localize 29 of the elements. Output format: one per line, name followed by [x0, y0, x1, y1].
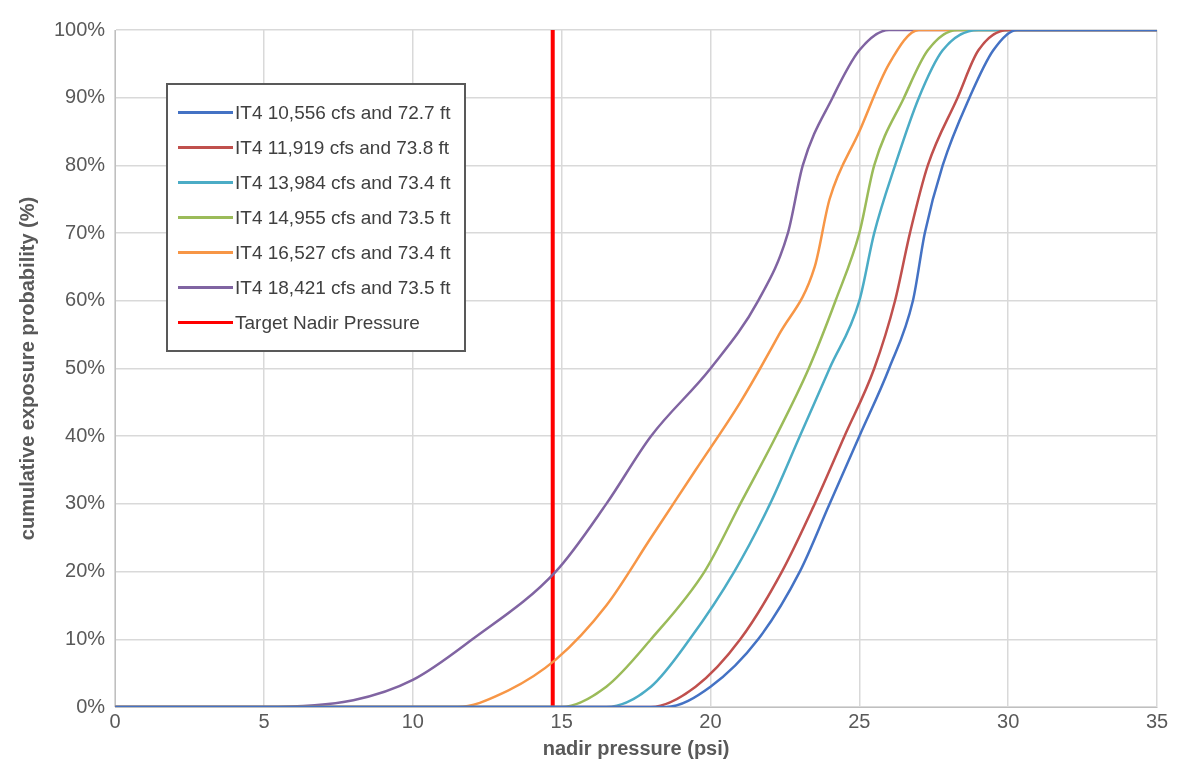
- y-tick-label: 100%: [54, 17, 106, 40]
- x-tick-label: 20: [699, 709, 722, 732]
- x-tick-label: 0: [109, 709, 121, 732]
- legend-label: IT4 14,955 cfs and 73.5 ft: [235, 206, 451, 229]
- legend-label: IT4 13,984 cfs and 73.4 ft: [235, 171, 451, 194]
- y-tick-label: 70%: [65, 220, 106, 243]
- x-tick-label: 5: [258, 709, 270, 732]
- x-tick-label: 15: [550, 709, 573, 732]
- y-axis-title: cumulative exposure probability (%): [15, 196, 38, 541]
- x-tick-label: 30: [997, 709, 1020, 732]
- y-tick-label: 40%: [65, 423, 106, 446]
- y-tick-label: 0%: [76, 694, 106, 717]
- line-series: [115, 30, 1157, 707]
- y-tick-label: 30%: [65, 491, 106, 514]
- legend-label: IT4 10,556 cfs and 72.7 ft: [235, 101, 451, 124]
- y-tick-label: 90%: [65, 85, 106, 108]
- y-tick-label: 10%: [65, 626, 106, 649]
- x-axis-title: nadir pressure (psi): [542, 736, 730, 759]
- y-tick-label: 60%: [65, 288, 106, 311]
- legend-label: IT4 11,919 cfs and 73.8 ft: [235, 136, 450, 159]
- y-tick-label: 50%: [65, 356, 106, 379]
- x-tick-label: 35: [1145, 709, 1169, 732]
- legend-label: Target Nadir Pressure: [235, 311, 420, 334]
- y-tick-label: 80%: [65, 152, 106, 175]
- x-tick-label: 10: [401, 709, 424, 732]
- legend-label: IT4 18,421 cfs and 73.5 ft: [235, 276, 451, 299]
- x-tick-label: 25: [848, 709, 871, 732]
- legend-label: IT4 16,527 cfs and 73.4 ft: [235, 241, 451, 264]
- y-tick-label: 20%: [65, 559, 106, 582]
